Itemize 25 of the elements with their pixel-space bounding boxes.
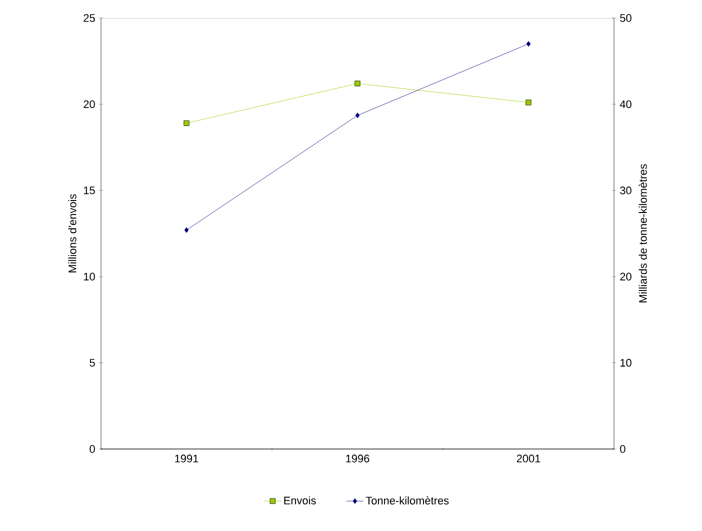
y-tick-label: 25 bbox=[84, 14, 95, 22]
legend-label: Envois bbox=[284, 496, 316, 504]
legend-label: Tonne-kilomètres bbox=[366, 496, 449, 504]
y-tick-label: 20 bbox=[84, 100, 95, 108]
y2-tick-label: 10 bbox=[620, 358, 632, 367]
y2-tick-label: 50 bbox=[620, 14, 632, 22]
y2-tick-label: 20 bbox=[620, 272, 632, 280]
y2-tick-label: 40 bbox=[620, 100, 632, 108]
x-tick-label: 2001 bbox=[516, 454, 540, 462]
y-tick-label: 5 bbox=[90, 358, 95, 367]
y2-tick-label: 30 bbox=[620, 186, 632, 194]
point bbox=[354, 80, 360, 86]
point bbox=[526, 41, 531, 47]
y2-tick-label: 0 bbox=[620, 445, 626, 453]
point bbox=[184, 227, 189, 233]
y-tick-label: 10 bbox=[84, 272, 95, 280]
x-tick-label: 1996 bbox=[346, 454, 370, 462]
y2-axis-title: Milliards de tonne-kilomètres bbox=[638, 164, 647, 302]
point bbox=[355, 112, 360, 118]
y-tick-label: 15 bbox=[84, 186, 95, 194]
point bbox=[184, 120, 190, 126]
y-tick-label: 0 bbox=[90, 445, 95, 453]
y-axis-title: Millions d'envois bbox=[68, 194, 76, 272]
point bbox=[526, 100, 532, 106]
x-tick-label: 1991 bbox=[175, 454, 198, 462]
